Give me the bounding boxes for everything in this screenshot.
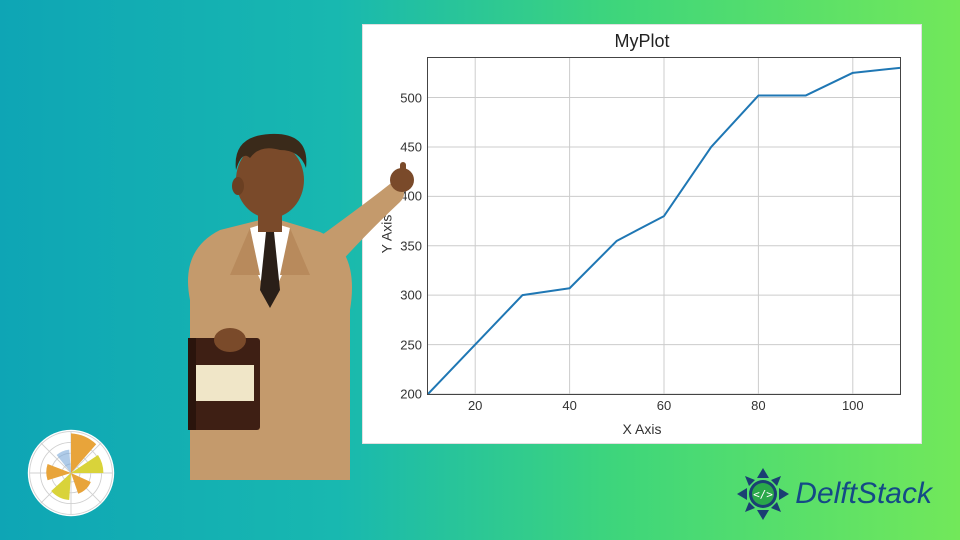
- chart-svg: [428, 58, 900, 394]
- chart-title: MyPlot: [363, 31, 921, 52]
- polar-plot-icon: [26, 428, 116, 518]
- brand-name: DelftStack: [795, 477, 932, 511]
- xtick-label: 20: [468, 398, 482, 413]
- brand-logo-icon: </>: [735, 466, 791, 522]
- xtick-label: 60: [657, 398, 671, 413]
- person-illustration: [110, 100, 430, 480]
- svg-text:</>: </>: [753, 488, 773, 501]
- chart-xlabel: X Axis: [363, 421, 921, 437]
- chart-card: MyPlot Y Axis X Axis 2040608010020025030…: [362, 24, 922, 444]
- xtick-label: 40: [562, 398, 576, 413]
- xtick-label: 80: [751, 398, 765, 413]
- chart-plot-area: 20406080100200250300350400450500: [427, 57, 901, 395]
- xtick-label: 100: [842, 398, 864, 413]
- brand-badge: </> DelftStack: [735, 466, 932, 522]
